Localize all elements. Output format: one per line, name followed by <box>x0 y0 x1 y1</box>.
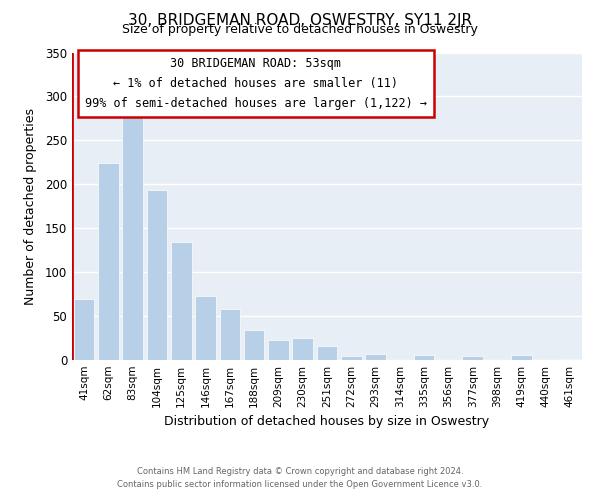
Bar <box>317 346 337 360</box>
Bar <box>171 242 191 360</box>
Bar <box>122 114 143 360</box>
Bar <box>292 338 313 360</box>
Bar <box>74 298 94 360</box>
Bar <box>268 340 289 360</box>
Text: 30, BRIDGEMAN ROAD, OSWESTRY, SY11 2JR: 30, BRIDGEMAN ROAD, OSWESTRY, SY11 2JR <box>128 12 472 28</box>
Bar <box>365 354 386 360</box>
Bar <box>463 356 483 360</box>
Bar <box>244 330 265 360</box>
Bar <box>146 190 167 360</box>
Bar <box>414 354 434 360</box>
Bar <box>220 309 240 360</box>
Bar <box>195 296 216 360</box>
Bar <box>560 359 580 360</box>
Bar <box>511 354 532 360</box>
Bar <box>98 163 119 360</box>
Text: Contains HM Land Registry data © Crown copyright and database right 2024.
Contai: Contains HM Land Registry data © Crown c… <box>118 467 482 489</box>
Bar <box>341 356 362 360</box>
X-axis label: Distribution of detached houses by size in Oswestry: Distribution of detached houses by size … <box>164 416 490 428</box>
Y-axis label: Number of detached properties: Number of detached properties <box>23 108 37 304</box>
Text: 30 BRIDGEMAN ROAD: 53sqm
← 1% of detached houses are smaller (11)
99% of semi-de: 30 BRIDGEMAN ROAD: 53sqm ← 1% of detache… <box>85 57 427 110</box>
Text: Size of property relative to detached houses in Oswestry: Size of property relative to detached ho… <box>122 24 478 36</box>
